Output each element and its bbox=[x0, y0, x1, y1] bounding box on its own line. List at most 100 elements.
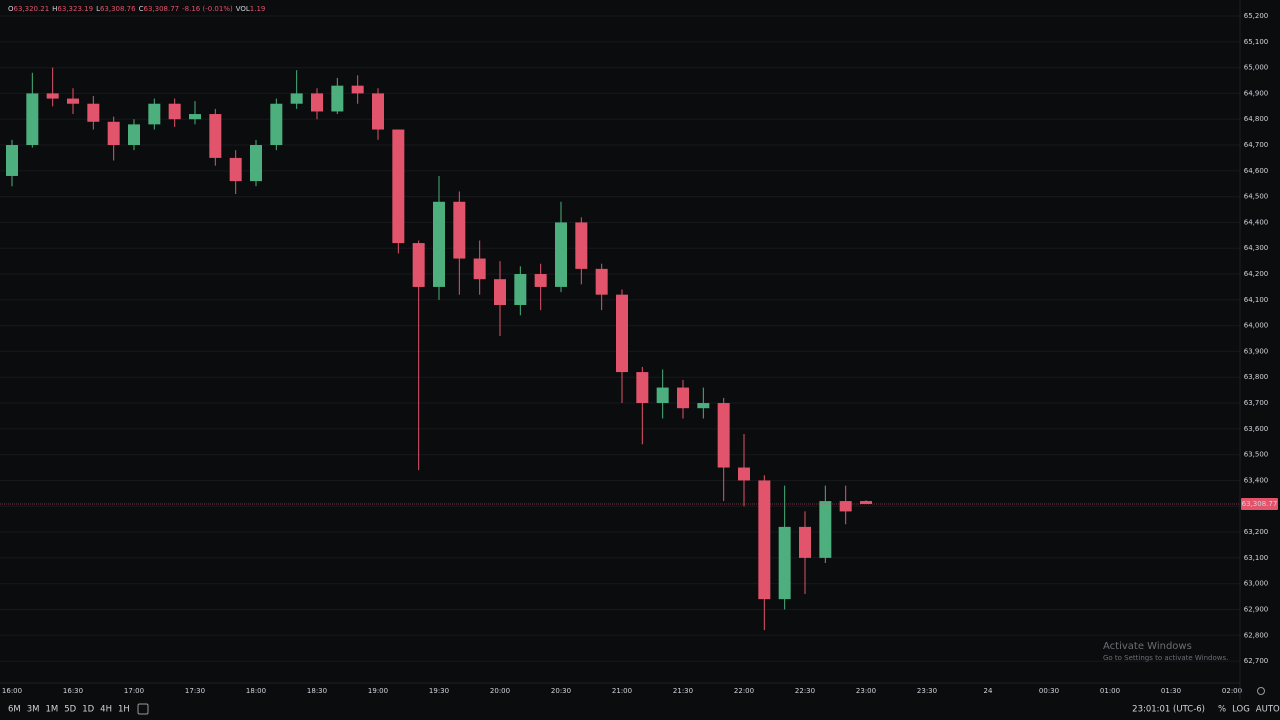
y-tick-label: 64,400 bbox=[1244, 218, 1269, 226]
x-tick-label: 22:30 bbox=[795, 687, 815, 695]
range-button[interactable]: 4H bbox=[100, 705, 112, 715]
y-tick-label: 64,000 bbox=[1244, 322, 1269, 330]
candle-body bbox=[331, 85, 344, 112]
candle-body bbox=[555, 222, 567, 287]
candle-body bbox=[453, 201, 466, 259]
candle-body bbox=[128, 124, 140, 146]
header-value: 63,323.19 bbox=[57, 5, 93, 13]
candle-body bbox=[738, 467, 750, 481]
candle-body bbox=[839, 501, 852, 512]
candle-body bbox=[168, 103, 181, 120]
y-tick-label: 63,600 bbox=[1244, 425, 1269, 433]
y-tick-label: 64,100 bbox=[1244, 296, 1269, 304]
range-button[interactable]: 6M bbox=[8, 705, 21, 715]
watermark-subtitle: Go to Settings to activate Windows. bbox=[1103, 654, 1228, 662]
candle-body bbox=[290, 93, 303, 104]
clock: 23:01:01 (UTC-6) bbox=[1132, 705, 1205, 715]
x-tick-label: 21:30 bbox=[673, 687, 693, 695]
header-value: -8.16 (-0.01%) bbox=[182, 5, 233, 13]
candle-body bbox=[67, 98, 79, 104]
scale-button[interactable]: % bbox=[1218, 705, 1226, 715]
candle-body bbox=[717, 403, 730, 468]
candle-body bbox=[616, 294, 628, 373]
header-value: 1.19 bbox=[250, 5, 266, 13]
range-button[interactable]: 3M bbox=[27, 705, 40, 715]
y-tick-label: 64,200 bbox=[1244, 270, 1269, 278]
candle-body bbox=[229, 157, 242, 182]
x-tick-label: 18:00 bbox=[246, 687, 266, 695]
candle-body bbox=[46, 93, 59, 99]
x-tick-label: 22:00 bbox=[734, 687, 754, 695]
last-price-label: 63,308.77 bbox=[1242, 500, 1278, 508]
x-tick-label: 16:30 bbox=[63, 687, 83, 695]
candle-body bbox=[860, 501, 872, 504]
x-tick-label: 17:30 bbox=[185, 687, 205, 695]
settings-icon[interactable] bbox=[1257, 687, 1265, 695]
ohlc-header: O63,320.21 H63,323.19 L63,308.76 C63,308.77… bbox=[8, 5, 265, 13]
y-tick-label: 63,900 bbox=[1244, 347, 1269, 355]
scale-button[interactable]: LOG bbox=[1232, 705, 1250, 715]
scale-button[interactable]: AUTO bbox=[1256, 705, 1280, 715]
header-value: 63,308.76 bbox=[100, 5, 136, 13]
y-tick-label: 64,800 bbox=[1244, 115, 1269, 123]
candle-body bbox=[819, 501, 832, 558]
y-tick-label: 62,800 bbox=[1244, 631, 1269, 639]
candle-body bbox=[697, 403, 710, 409]
x-tick-label: 17:00 bbox=[124, 687, 144, 695]
candle-body bbox=[311, 93, 323, 112]
header-key: C bbox=[139, 5, 144, 13]
candle-body bbox=[270, 103, 283, 146]
calendar-icon[interactable] bbox=[137, 703, 149, 715]
candle-body bbox=[26, 93, 39, 146]
watermark-title: Activate Windows bbox=[1103, 641, 1192, 652]
x-tick-label: 01:30 bbox=[1161, 687, 1181, 695]
candle-body bbox=[778, 526, 791, 600]
candle-body bbox=[433, 201, 445, 287]
y-tick-label: 62,900 bbox=[1244, 605, 1269, 613]
candle-body bbox=[514, 274, 527, 305]
y-tick-label: 64,300 bbox=[1244, 244, 1269, 252]
y-tick-label: 63,700 bbox=[1244, 399, 1269, 407]
x-tick-label: 01:00 bbox=[1100, 687, 1120, 695]
x-tick-label: 20:00 bbox=[490, 687, 510, 695]
candle-body bbox=[87, 103, 100, 122]
candle-body bbox=[473, 258, 486, 280]
candle-body bbox=[636, 372, 649, 404]
y-tick-label: 63,200 bbox=[1244, 528, 1269, 536]
y-tick-label: 64,600 bbox=[1244, 167, 1269, 175]
x-tick-label: 19:00 bbox=[368, 687, 388, 695]
range-button[interactable]: 1H bbox=[118, 705, 130, 715]
candle-body bbox=[107, 121, 120, 146]
x-tick-label: 23:30 bbox=[917, 687, 937, 695]
x-tick-label: 00:30 bbox=[1039, 687, 1059, 695]
candle-body bbox=[575, 222, 588, 269]
candle-body bbox=[799, 526, 811, 558]
range-button[interactable]: 5D bbox=[64, 705, 76, 715]
candle-body bbox=[250, 145, 262, 182]
range-button[interactable]: 1M bbox=[46, 705, 59, 715]
x-tick-label: 23:00 bbox=[856, 687, 876, 695]
x-tick-label: 18:30 bbox=[307, 687, 327, 695]
range-button[interactable]: 1D bbox=[82, 705, 94, 715]
candle-body bbox=[392, 129, 405, 244]
y-tick-label: 64,500 bbox=[1244, 193, 1269, 201]
candle-body bbox=[351, 85, 364, 94]
y-tick-label: 63,800 bbox=[1244, 373, 1269, 381]
header-key: H bbox=[52, 5, 57, 13]
header-key: L bbox=[96, 5, 100, 13]
header-key: VOL bbox=[236, 5, 250, 13]
candle-body bbox=[494, 279, 506, 305]
y-tick-label: 65,100 bbox=[1244, 38, 1269, 46]
candle-body bbox=[148, 103, 161, 125]
candle-body bbox=[758, 480, 771, 600]
candle-body bbox=[534, 274, 547, 287]
candle-body bbox=[209, 114, 222, 158]
candle-body bbox=[372, 93, 384, 130]
candle-body bbox=[412, 243, 425, 287]
candle-body bbox=[677, 387, 689, 409]
candle-body bbox=[595, 268, 608, 295]
candle-body bbox=[656, 387, 669, 404]
y-tick-label: 65,200 bbox=[1244, 12, 1269, 20]
